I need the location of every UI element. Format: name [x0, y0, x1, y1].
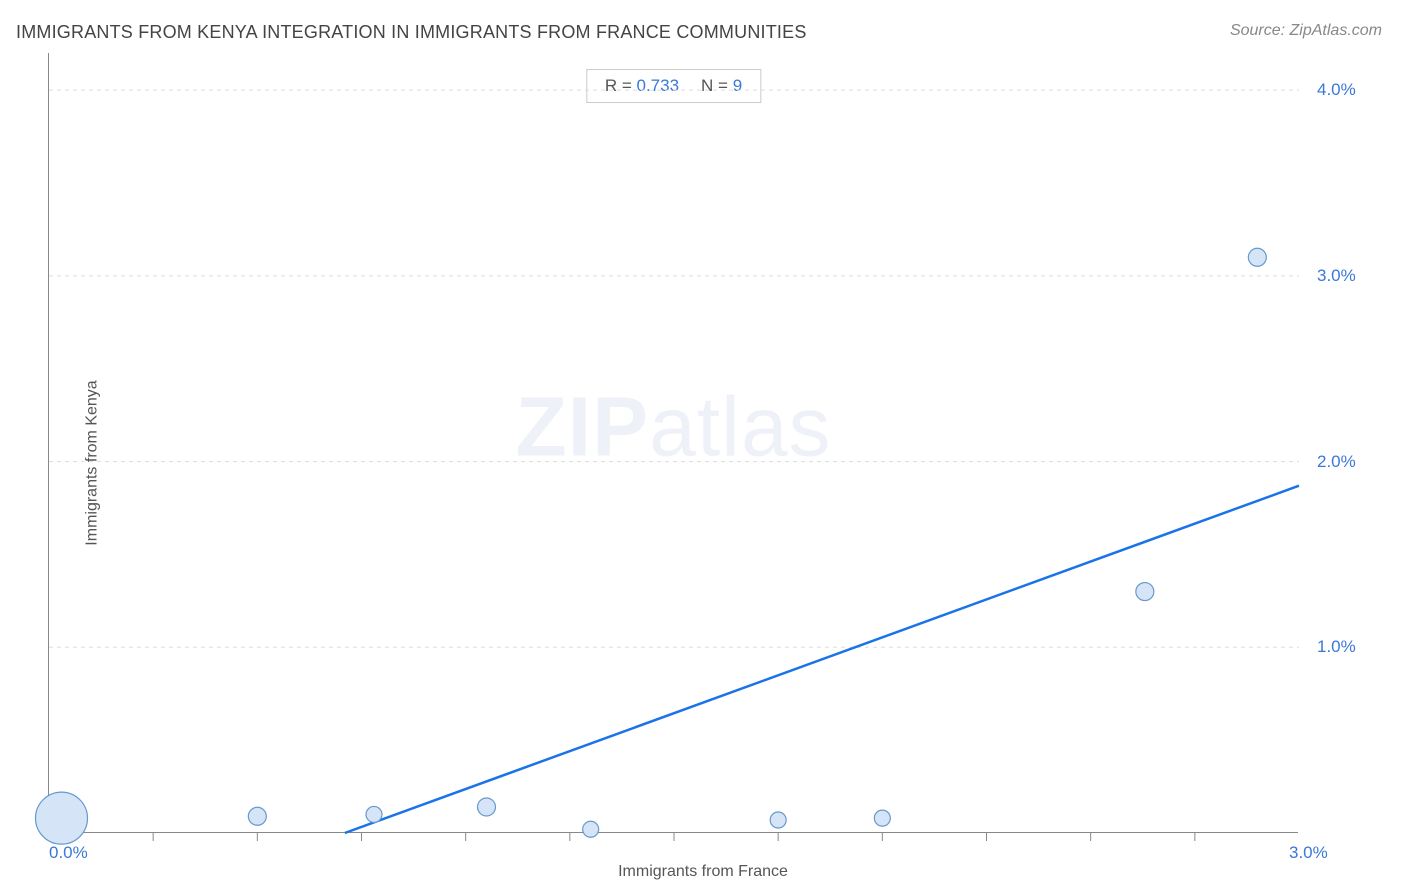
data-point: [36, 792, 88, 844]
data-point: [366, 806, 382, 822]
chart-title: IMMIGRANTS FROM KENYA INTEGRATION IN IMM…: [16, 22, 807, 43]
plot-svg: [49, 53, 1298, 832]
y-tick-label: 3.0%: [1317, 266, 1356, 286]
data-point: [874, 810, 890, 826]
data-point: [1136, 583, 1154, 601]
chart-container: Immigrants from Kenya Immigrants from Fr…: [0, 43, 1406, 883]
plot-area: ZIPatlas R = 0.733 N = 9 1.0%2.0%3.0%4.0…: [48, 53, 1298, 833]
source-attribution: Source: ZipAtlas.com: [1230, 22, 1382, 40]
xticks-group: [153, 833, 1195, 841]
y-tick-label: 1.0%: [1317, 637, 1356, 657]
source-name: ZipAtlas.com: [1290, 22, 1382, 39]
gridlines-group: [49, 90, 1299, 647]
data-point: [478, 798, 496, 816]
x-axis-label: Immigrants from France: [618, 863, 788, 881]
y-tick-label: 4.0%: [1317, 80, 1356, 100]
trend-line: [345, 486, 1299, 833]
data-point: [1248, 248, 1266, 266]
x-tick-label: 0.0%: [49, 843, 88, 863]
data-point: [583, 821, 599, 837]
data-point: [248, 807, 266, 825]
points-group: [36, 248, 1267, 844]
source-prefix: Source:: [1230, 22, 1290, 39]
x-tick-label: 3.0%: [1289, 843, 1328, 863]
y-tick-label: 2.0%: [1317, 452, 1356, 472]
data-point: [770, 812, 786, 828]
